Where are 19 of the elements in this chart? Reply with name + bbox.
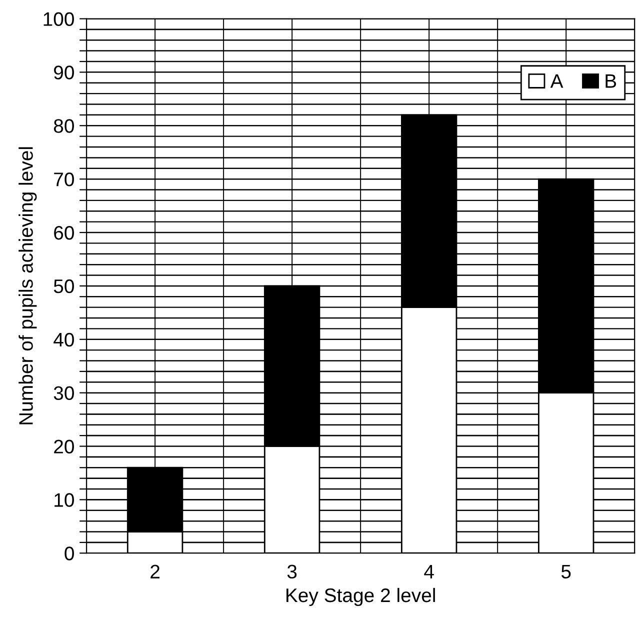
y-tick-label: 20 — [54, 440, 74, 454]
y-axis-title: Number of pupils achieving level — [18, 147, 37, 424]
legend-label: B — [606, 74, 616, 88]
x-tick-label: 2 — [150, 564, 160, 578]
legend-label: A — [550, 74, 564, 88]
y-tick-label: 70 — [54, 172, 74, 186]
x-tick-label: 5 — [561, 564, 571, 579]
y-tick-label: 90 — [54, 66, 74, 80]
y-tick-label: 30 — [54, 386, 74, 400]
y-tick-label: 50 — [54, 279, 74, 294]
x-axis-title: Key Stage 2 level — [286, 588, 435, 606]
y-tick-label: 40 — [54, 332, 74, 347]
y-tick-label: 60 — [54, 226, 74, 240]
x-tick-label: 4 — [424, 564, 434, 578]
y-tick-label: 100 — [44, 12, 74, 26]
y-tick-label: 0 — [64, 546, 74, 560]
y-tick-label: 10 — [54, 493, 74, 507]
y-tick-label: 80 — [54, 119, 74, 133]
x-tick-label: 3 — [287, 564, 297, 579]
